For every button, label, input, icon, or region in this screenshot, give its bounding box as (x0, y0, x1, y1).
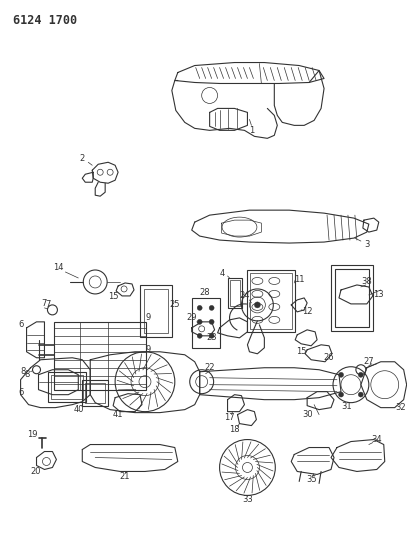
Circle shape (255, 302, 260, 308)
Text: 13: 13 (373, 290, 384, 300)
Text: 11: 11 (294, 276, 304, 285)
Bar (54, 322, 146, 390)
Circle shape (209, 319, 214, 325)
Text: 23: 23 (206, 333, 217, 342)
Bar (331, 265, 373, 331)
Text: 8: 8 (20, 367, 25, 376)
Bar (144, 289, 168, 333)
Circle shape (209, 333, 214, 338)
Circle shape (339, 392, 344, 397)
Text: 38: 38 (361, 278, 372, 286)
Bar (192, 298, 220, 348)
Text: 35: 35 (306, 475, 317, 484)
Bar (85, 383, 105, 402)
Text: 6: 6 (18, 388, 23, 397)
Text: 19: 19 (27, 430, 38, 439)
Text: 18: 18 (229, 425, 240, 434)
Text: 14: 14 (53, 263, 64, 272)
Text: 1: 1 (249, 126, 254, 135)
Bar (247, 270, 295, 332)
Text: 33: 33 (242, 495, 253, 504)
Circle shape (197, 305, 202, 310)
Text: 17: 17 (224, 413, 235, 422)
Text: 15: 15 (296, 348, 306, 356)
Text: 34: 34 (371, 435, 382, 444)
Text: 21: 21 (120, 472, 130, 481)
Text: 25: 25 (170, 301, 180, 309)
Text: 6: 6 (18, 320, 23, 329)
Text: 8: 8 (24, 370, 29, 379)
Bar (230, 280, 240, 306)
Circle shape (197, 319, 202, 325)
Text: 20: 20 (30, 467, 41, 476)
Bar (228, 278, 242, 308)
Circle shape (209, 305, 214, 310)
Circle shape (339, 373, 344, 377)
Text: 7: 7 (42, 300, 47, 309)
Text: 2: 2 (80, 154, 85, 163)
Text: 3: 3 (364, 239, 370, 248)
Text: 26: 26 (324, 353, 334, 362)
Bar (51, 375, 83, 399)
Text: 24: 24 (239, 292, 250, 301)
Text: 7: 7 (46, 301, 51, 309)
Text: 28: 28 (200, 288, 210, 297)
Text: 9: 9 (145, 313, 151, 322)
Text: 22: 22 (204, 363, 215, 372)
Bar (82, 379, 108, 406)
Text: 15: 15 (108, 293, 118, 302)
Text: 31: 31 (341, 402, 352, 411)
Bar (335, 269, 369, 327)
Text: 12: 12 (302, 308, 313, 317)
Circle shape (358, 392, 363, 397)
Text: 41: 41 (113, 410, 123, 419)
Text: 27: 27 (364, 357, 374, 366)
Text: 32: 32 (395, 403, 406, 412)
Circle shape (358, 373, 363, 377)
Text: 6124 1700: 6124 1700 (13, 14, 77, 27)
Bar (140, 285, 172, 337)
Text: 9: 9 (145, 345, 151, 354)
Bar (49, 372, 86, 402)
Circle shape (197, 333, 202, 338)
Bar (251, 273, 292, 329)
Text: 29: 29 (186, 313, 197, 322)
Text: 4: 4 (220, 270, 225, 278)
Text: 30: 30 (302, 410, 313, 419)
Text: 40: 40 (74, 405, 84, 414)
